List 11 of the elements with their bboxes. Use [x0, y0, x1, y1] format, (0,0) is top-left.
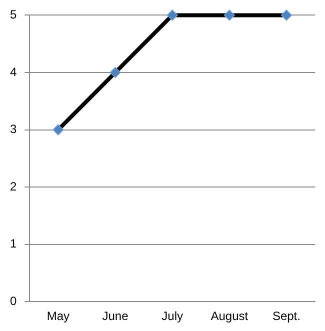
x-tick-label: Sept. [272, 309, 300, 324]
y-tick-label: 4 [10, 64, 17, 79]
y-tick-label: 1 [10, 236, 17, 251]
x-tick-label: July [162, 309, 184, 324]
y-tick-label: 5 [10, 8, 17, 22]
x-tick-label: June [102, 309, 129, 324]
x-tick-label: May [46, 309, 70, 324]
y-tick-label: 3 [10, 122, 17, 136]
x-tick-label: August [210, 309, 249, 324]
y-tick-label: 0 [10, 294, 17, 308]
y-tick-label: 2 [10, 179, 17, 194]
